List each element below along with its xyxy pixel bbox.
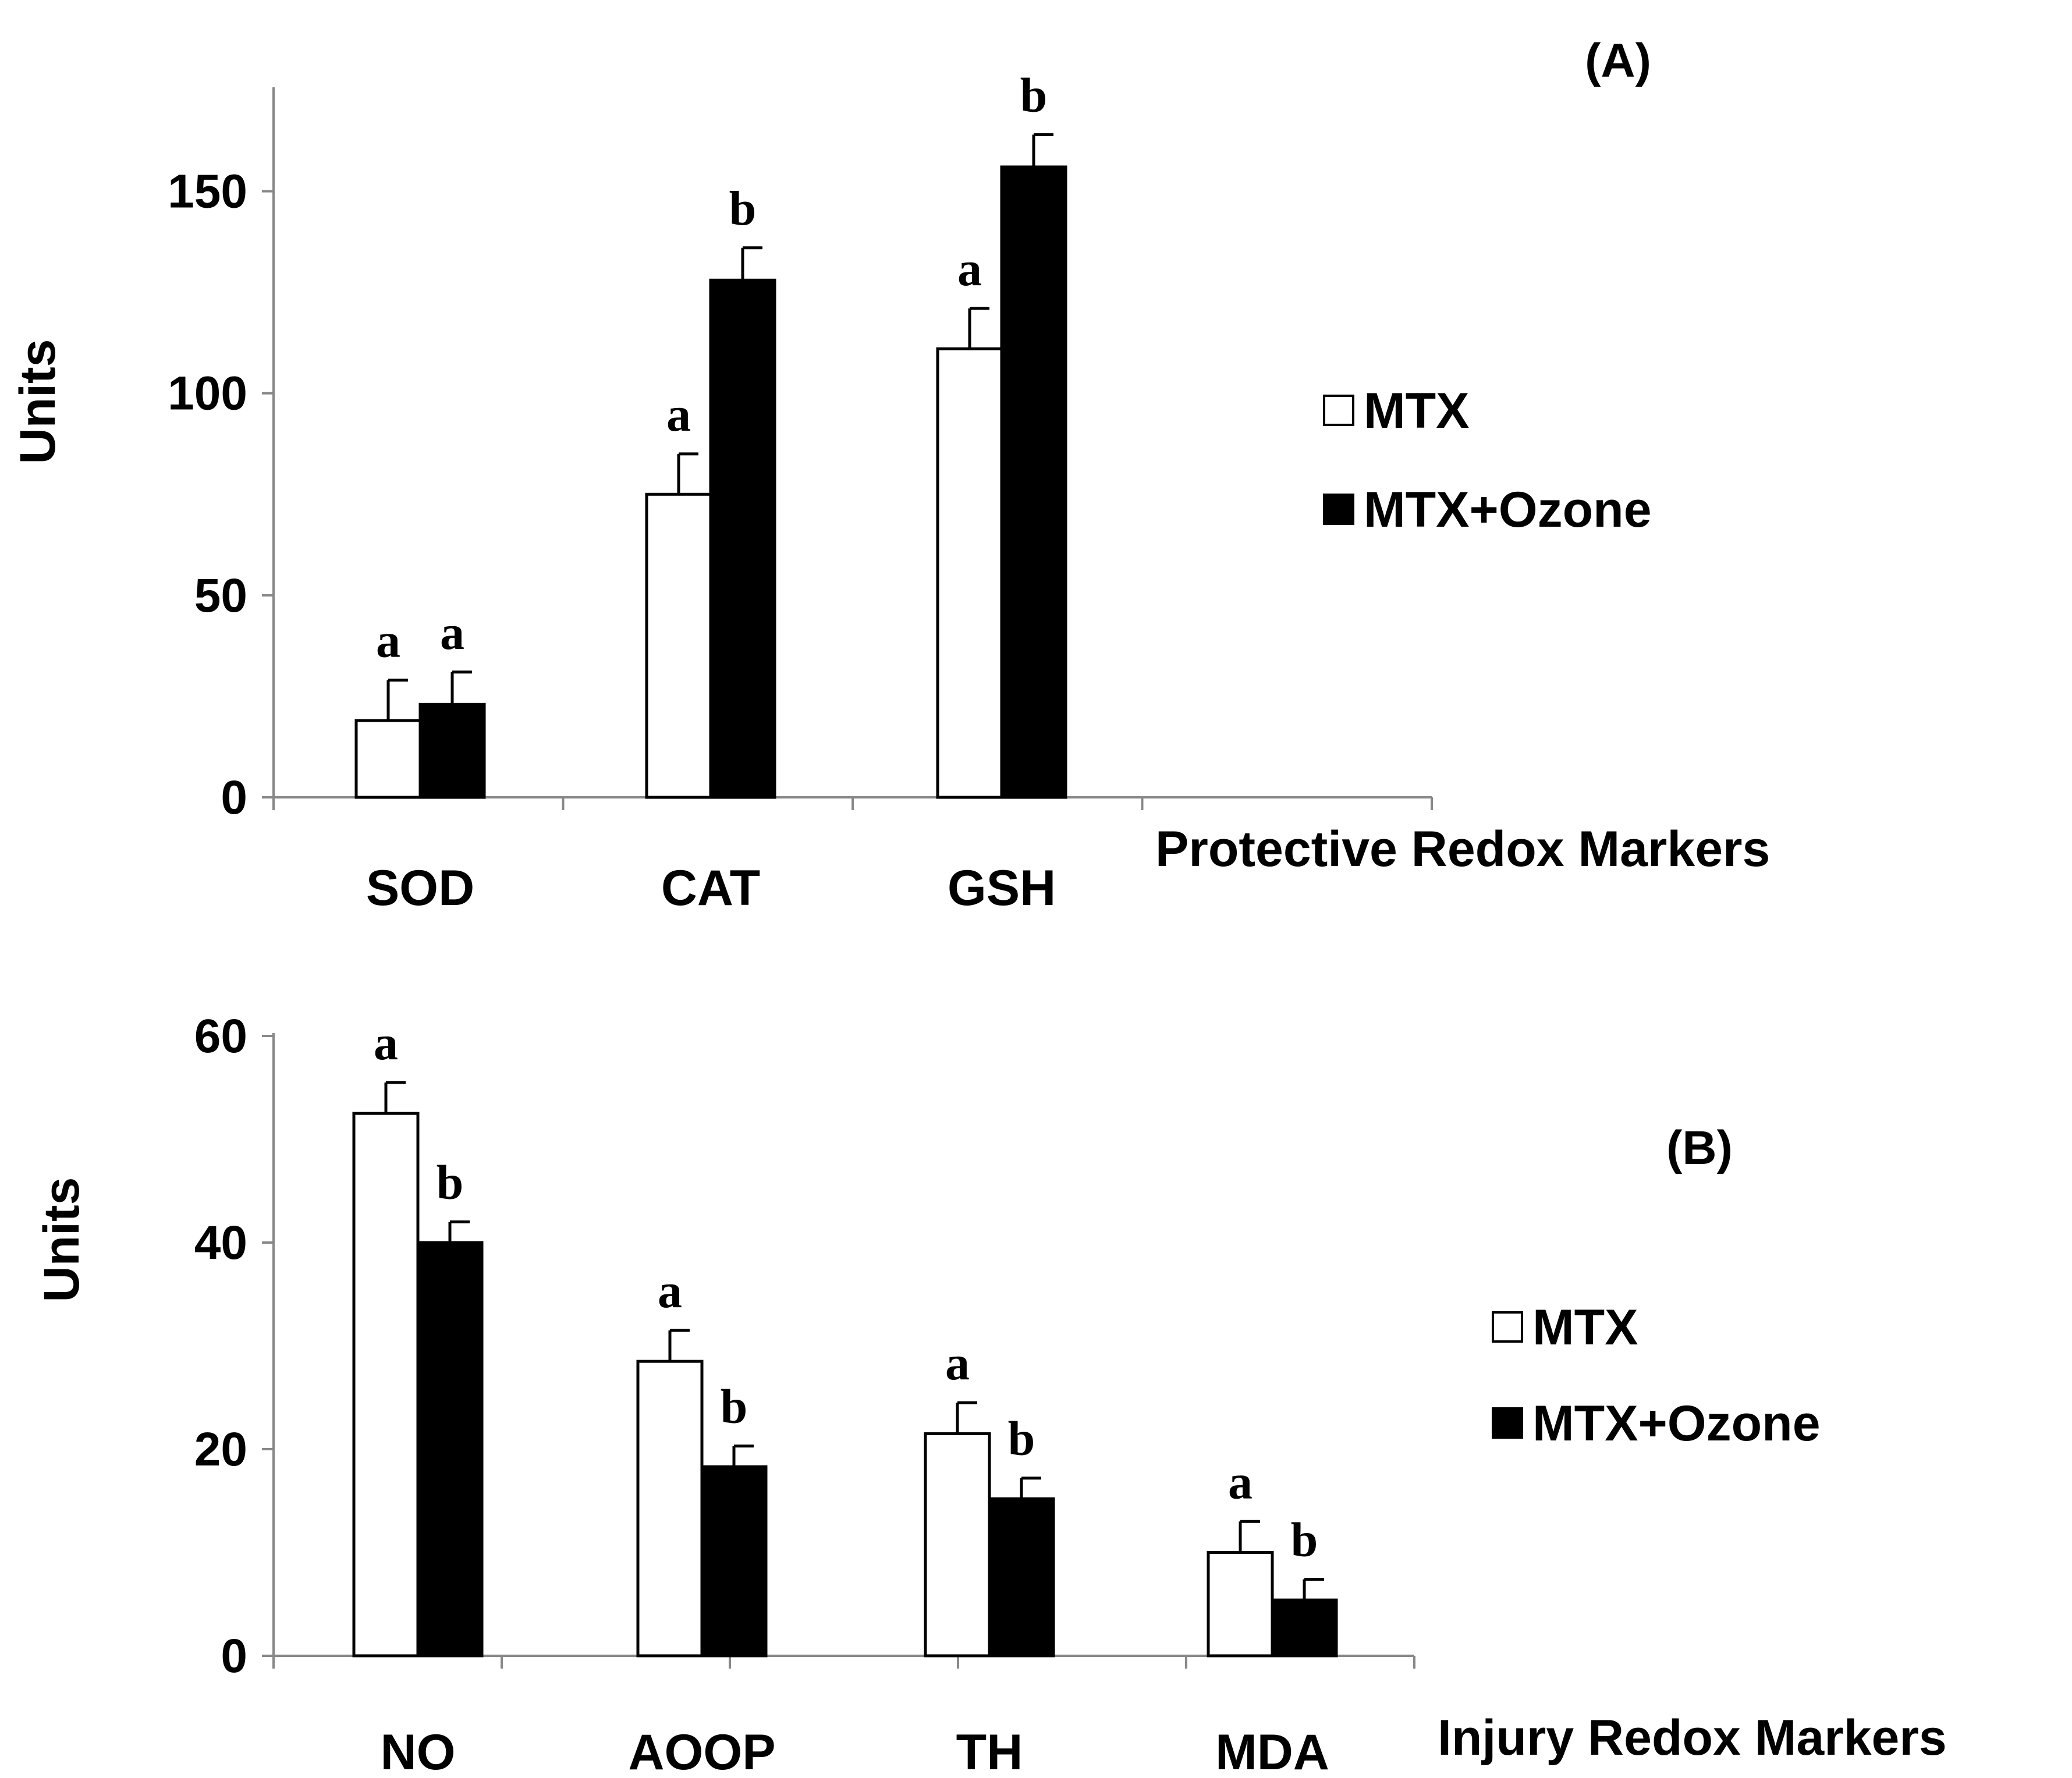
panel-b-legend: MTX MTX+Ozone (1492, 1300, 1821, 1451)
panel-b-bar-mtx (352, 1112, 420, 1658)
panel-a-significance-label: a (376, 614, 400, 668)
panel-b-bar-mtx (1207, 1551, 1274, 1658)
panel-b-legend-swatch (1492, 1407, 1523, 1439)
panel-a-y-axis-label: Units (10, 339, 66, 464)
panel-a-x-tick-label: CAT (661, 860, 760, 916)
panel-b-x-axis-title: Injury Redox Markers (1438, 1710, 1947, 1766)
panel-a-legend-swatch (1323, 395, 1354, 426)
panel-b-y-tick-label: 20 (194, 1423, 247, 1476)
panel-a-legend-swatch (1323, 494, 1354, 525)
panel-b-y-tick-label: 0 (221, 1630, 247, 1683)
panel-b-significance-label: a (1228, 1455, 1253, 1509)
panel-b-y-tick-label: 60 (194, 1010, 247, 1063)
panel-b-significance-label: b (1008, 1412, 1035, 1466)
panel-b-bar-mtx (636, 1360, 704, 1658)
panel-a-bar-mtx-ozone (1000, 165, 1067, 799)
panel-b-x-tick-label: AOOP (628, 1724, 775, 1778)
panel-b-x-tick-label: NO (381, 1724, 456, 1778)
panel-a-significance-label: a (440, 606, 464, 660)
panel-a-x-tick-label: SOD (366, 860, 474, 916)
panel-b-significance-label: a (374, 1016, 398, 1070)
panel-b-y-axis-label: Units (34, 1177, 90, 1303)
panel-a-x-tick-label: GSH (948, 860, 1056, 916)
panel-a-y-tick-label: 150 (168, 165, 247, 218)
panel-a-legend-label: MTX+Ozone (1364, 482, 1652, 538)
panel-b-label: (B) (1666, 1122, 1733, 1174)
panel-b-x-tick-label: MDA (1215, 1724, 1329, 1778)
panel-a-significance-label: a (666, 388, 691, 442)
panel-a-legend: MTX MTX+Ozone (1323, 383, 1652, 538)
panel-b-x-tick-label: TH (956, 1724, 1023, 1778)
panel-a-label: (A) (1585, 34, 1651, 87)
panel-b-legend-label: MTX (1532, 1300, 1638, 1355)
panel-a-significance-label: b (729, 182, 757, 236)
panel-a-y-tick-label: 50 (194, 569, 247, 622)
panel-b-bar-mtx-ozone (988, 1497, 1055, 1658)
panel-b-y-tick-label: 40 (194, 1216, 247, 1269)
panel-b-significance-label: a (945, 1336, 970, 1390)
panel-b-significance-label: b (437, 1156, 464, 1210)
panel-b-bar-mtx-ozone (700, 1465, 768, 1658)
panel-a-significance-label: b (1020, 68, 1048, 122)
panel-a-bar-mtx (936, 347, 1003, 799)
panel-a-y-tick-label: 100 (168, 367, 247, 420)
panel-b-bar-mtx (924, 1432, 991, 1658)
panel-a-legend-label: MTX (1364, 383, 1470, 439)
panel-a-x-axis-title: Protective Redox Markers (1155, 821, 1770, 877)
panel-b-legend-swatch (1492, 1311, 1523, 1343)
panel-b-bar-mtx-ozone (416, 1241, 484, 1658)
panel-a-y-tick-label: 0 (221, 771, 247, 824)
panel-a-bar-mtx-ozone (709, 278, 776, 799)
panel-b-bar-mtx-ozone (1271, 1598, 1338, 1658)
panel-b-significance-label: a (658, 1264, 682, 1318)
panel-a-significance-label: a (957, 242, 982, 296)
panel-a-bar-mtx (645, 492, 712, 799)
panel-b-significance-label: b (1291, 1513, 1318, 1567)
panel-a-bar-mtx (354, 719, 422, 799)
panel-b-chart: (B) Units Injury Redox Markers 0 20 40 60 NO… (34, 1010, 1947, 1778)
panel-a-chart: (A) Units Protective Redox Markers 0 50 10… (10, 34, 1770, 916)
panel-b-legend-label: MTX+Ozone (1532, 1396, 1821, 1451)
panel-b-significance-label: b (721, 1380, 748, 1434)
panel-a-bar-mtx-ozone (418, 702, 486, 799)
